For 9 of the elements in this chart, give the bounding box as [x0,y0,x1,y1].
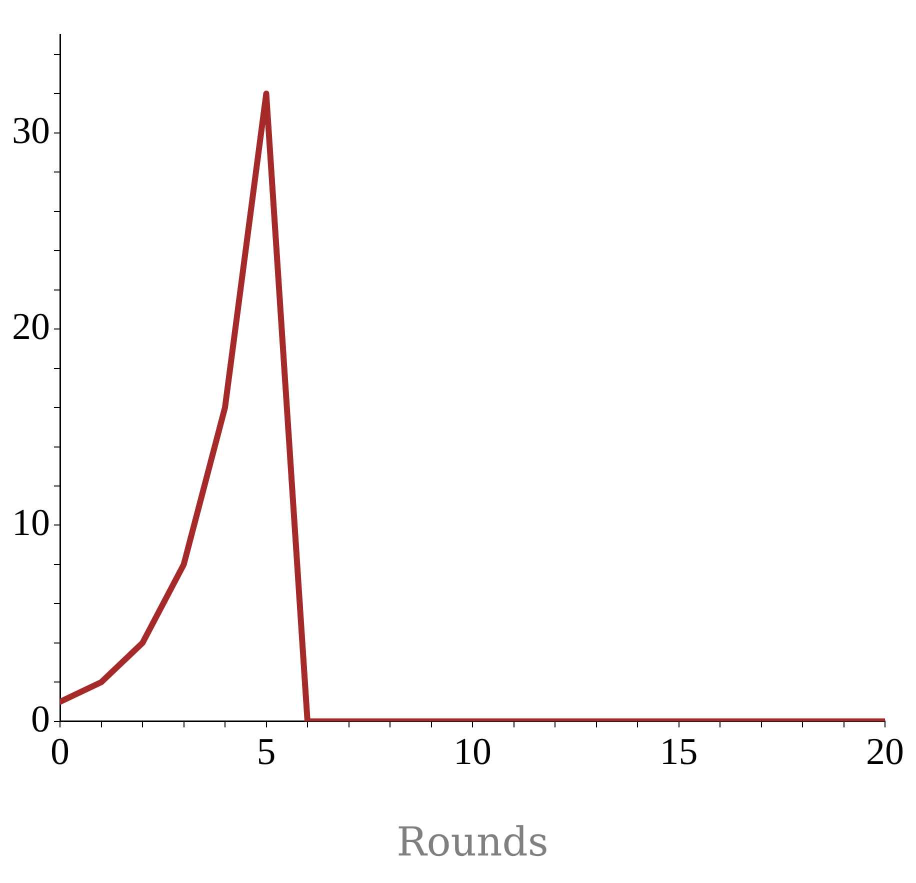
x-tick-label: 20 [866,731,904,774]
y-tick-label: 20 [12,306,50,348]
x-tick-label: 10 [454,731,492,774]
y-tick-label: 10 [12,502,50,544]
y-tick-label: 0 [31,698,50,740]
x-axis-title: Rounds [396,819,548,866]
x-tick-label: 5 [256,731,276,774]
y-tick-label: 30 [12,110,50,152]
x-tick-label: 15 [660,731,698,774]
